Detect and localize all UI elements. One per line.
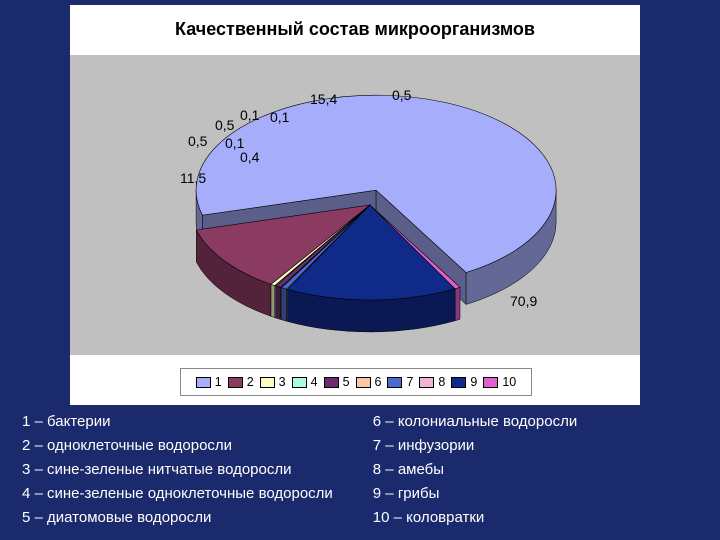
legend-swatch xyxy=(356,377,371,388)
legend-item: 8 xyxy=(419,375,445,389)
legend-swatch xyxy=(196,377,211,388)
legend-swatch xyxy=(228,377,243,388)
legend-item: 7 xyxy=(387,375,413,389)
data-label: 15,4 xyxy=(310,91,337,107)
data-label: 0,1 xyxy=(240,107,259,123)
legend-label: 8 xyxy=(438,375,445,389)
pie-slice-side xyxy=(271,284,275,317)
legend-label: 10 xyxy=(502,375,516,389)
data-label: 0,5 xyxy=(215,117,234,133)
legend-label: 2 xyxy=(247,375,254,389)
data-label: 70,9 xyxy=(510,293,537,309)
legend-swatch xyxy=(419,377,434,388)
note-line: 1 – бактерии xyxy=(22,410,333,434)
legend-label: 9 xyxy=(470,375,477,389)
legend-swatch xyxy=(260,377,275,388)
legend-swatch xyxy=(483,377,498,388)
legend-label: 4 xyxy=(311,375,318,389)
note-line: 10 – коловратки xyxy=(373,506,577,530)
legend-label: 6 xyxy=(375,375,382,389)
note-line: 5 – диатомовые водоросли xyxy=(22,506,333,530)
chart-panel: Качественный состав микроорганизмов 0,5 1… xyxy=(70,5,640,405)
note-line: 4 – сине-зеленые одноклеточные водоросли xyxy=(22,482,333,506)
legend-item: 2 xyxy=(228,375,254,389)
data-label: 11,5 xyxy=(180,170,206,186)
slide: Качественный состав микроорганизмов 0,5 1… xyxy=(0,0,720,540)
legend-swatch xyxy=(451,377,466,388)
legend-item: 5 xyxy=(324,375,350,389)
note-line: 9 – грибы xyxy=(373,482,577,506)
legend: 1 2 3 4 5 6 7 8 9 10 xyxy=(180,368,532,396)
legend-label: 1 xyxy=(215,375,222,389)
note-line: 7 – инфузории xyxy=(373,434,577,458)
legend-notes: 1 – бактерии2 – одноклеточные водоросли3… xyxy=(22,410,702,530)
note-line: 2 – одноклеточные водоросли xyxy=(22,434,333,458)
legend-item: 10 xyxy=(483,375,516,389)
data-label: 0,1 xyxy=(270,109,289,125)
legend-item: 1 xyxy=(196,375,222,389)
legend-swatch xyxy=(387,377,402,388)
pie-chart: 0,515,40,10,10,50,50,10,411,570,9 xyxy=(70,55,640,355)
legend-item: 3 xyxy=(260,375,286,389)
legend-swatch xyxy=(292,377,307,388)
pie-slice-side xyxy=(276,286,281,320)
note-line: 8 – амебы xyxy=(373,458,577,482)
note-line: 6 – колониальные водоросли xyxy=(373,410,577,434)
legend-label: 3 xyxy=(279,375,286,389)
pie-slice-side xyxy=(282,288,287,321)
data-label: 0,5 xyxy=(392,87,411,103)
legend-item: 6 xyxy=(356,375,382,389)
data-label: 0,5 xyxy=(188,133,207,149)
legend-item: 9 xyxy=(451,375,477,389)
legend-label: 5 xyxy=(343,375,350,389)
data-label: 0,4 xyxy=(240,149,259,165)
note-line: 3 – сине-зеленые нитчатые водоросли xyxy=(22,458,333,482)
legend-item: 4 xyxy=(292,375,318,389)
legend-swatch xyxy=(324,377,339,388)
chart-title: Качественный состав микроорганизмов xyxy=(70,19,640,40)
pie-slice-side xyxy=(455,287,460,320)
legend-label: 7 xyxy=(406,375,413,389)
